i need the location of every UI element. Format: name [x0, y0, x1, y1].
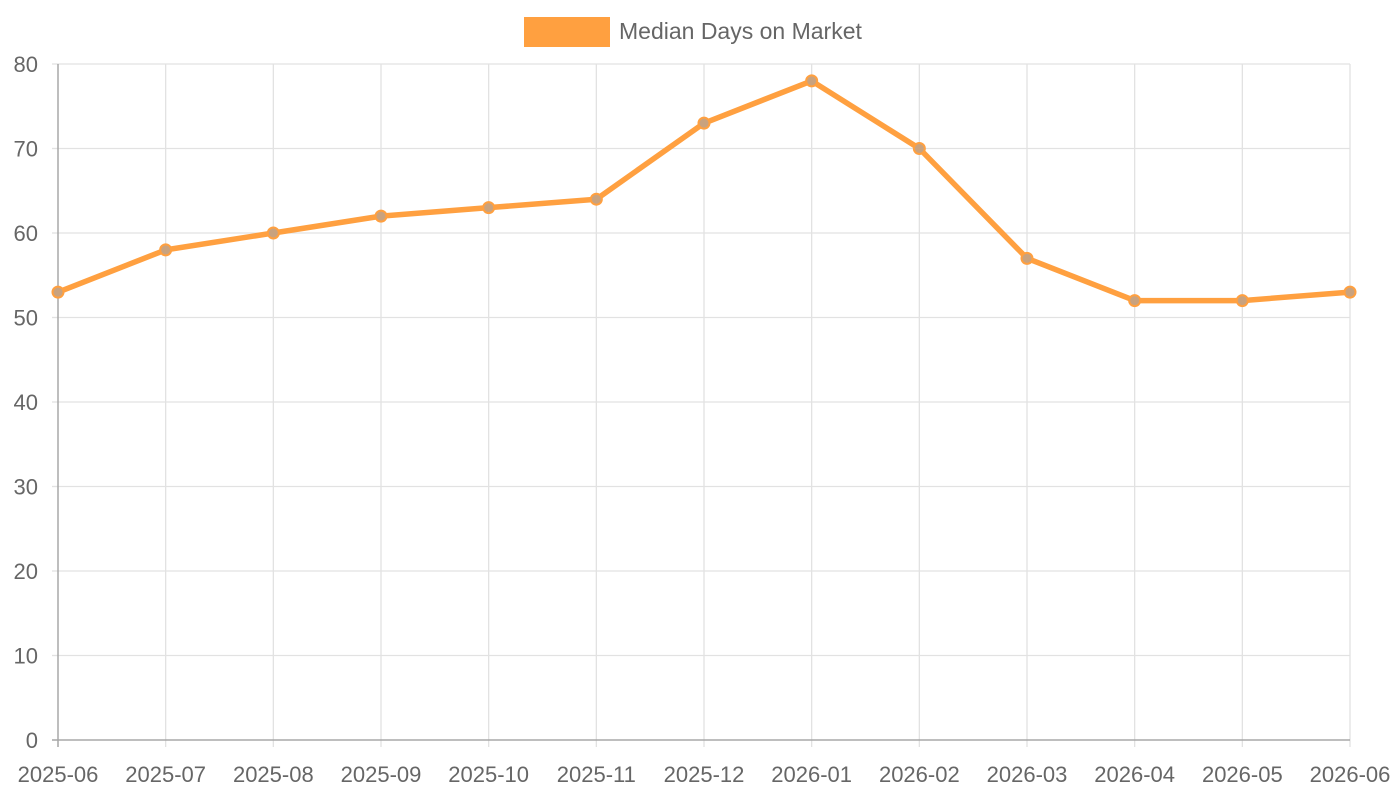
y-tick-label: 70 — [14, 137, 38, 162]
y-tick-label: 0 — [26, 728, 38, 753]
data-point[interactable] — [482, 201, 496, 215]
x-tick-label: 2025-12 — [664, 762, 745, 787]
data-point[interactable] — [1343, 285, 1357, 299]
data-point[interactable] — [805, 74, 819, 88]
data-point[interactable] — [159, 243, 173, 257]
y-tick-label: 60 — [14, 221, 38, 246]
data-point[interactable] — [1128, 294, 1142, 308]
x-tick-label: 2026-01 — [771, 762, 852, 787]
y-tick-label: 50 — [14, 306, 38, 331]
data-point[interactable] — [266, 226, 280, 240]
x-tick-label: 2025-09 — [341, 762, 422, 787]
y-tick-label: 80 — [14, 52, 38, 77]
x-tick-label: 2026-04 — [1094, 762, 1175, 787]
x-tick-label: 2025-06 — [18, 762, 99, 787]
legend-swatch — [524, 17, 610, 47]
data-point[interactable] — [912, 142, 926, 155]
axes — [52, 64, 1350, 747]
data-point[interactable] — [697, 116, 711, 130]
y-tick-label: 10 — [14, 644, 38, 669]
y-tick-label: 40 — [14, 390, 38, 415]
data-points — [51, 74, 1357, 308]
x-tick-label: 2025-10 — [448, 762, 529, 787]
x-tick-label: 2026-06 — [1310, 762, 1391, 787]
data-point[interactable] — [1235, 294, 1249, 308]
legend[interactable]: Median Days on Market — [524, 17, 862, 47]
y-tick-label: 30 — [14, 475, 38, 500]
data-point[interactable] — [374, 209, 388, 223]
x-tick-label: 2026-05 — [1202, 762, 1283, 787]
x-tick-label: 2025-07 — [125, 762, 206, 787]
data-point[interactable] — [589, 192, 603, 206]
data-point[interactable] — [51, 285, 65, 299]
x-tick-label: 2025-08 — [233, 762, 314, 787]
x-tick-label: 2025-11 — [557, 762, 636, 787]
x-tick-labels: 2025-06 2025-07 2025-08 2025-09 2025-10 2025-… — [18, 762, 1391, 787]
grid — [52, 63, 1351, 747]
x-tick-label: 2026-03 — [987, 762, 1068, 787]
x-tick-label: 2026-02 — [879, 762, 960, 787]
y-tick-label: 20 — [14, 559, 38, 584]
data-point[interactable] — [1020, 251, 1034, 265]
y-tick-labels: 0 10 20 30 40 50 60 70 80 — [14, 52, 38, 753]
legend-label: Median Days on Market — [619, 18, 862, 44]
